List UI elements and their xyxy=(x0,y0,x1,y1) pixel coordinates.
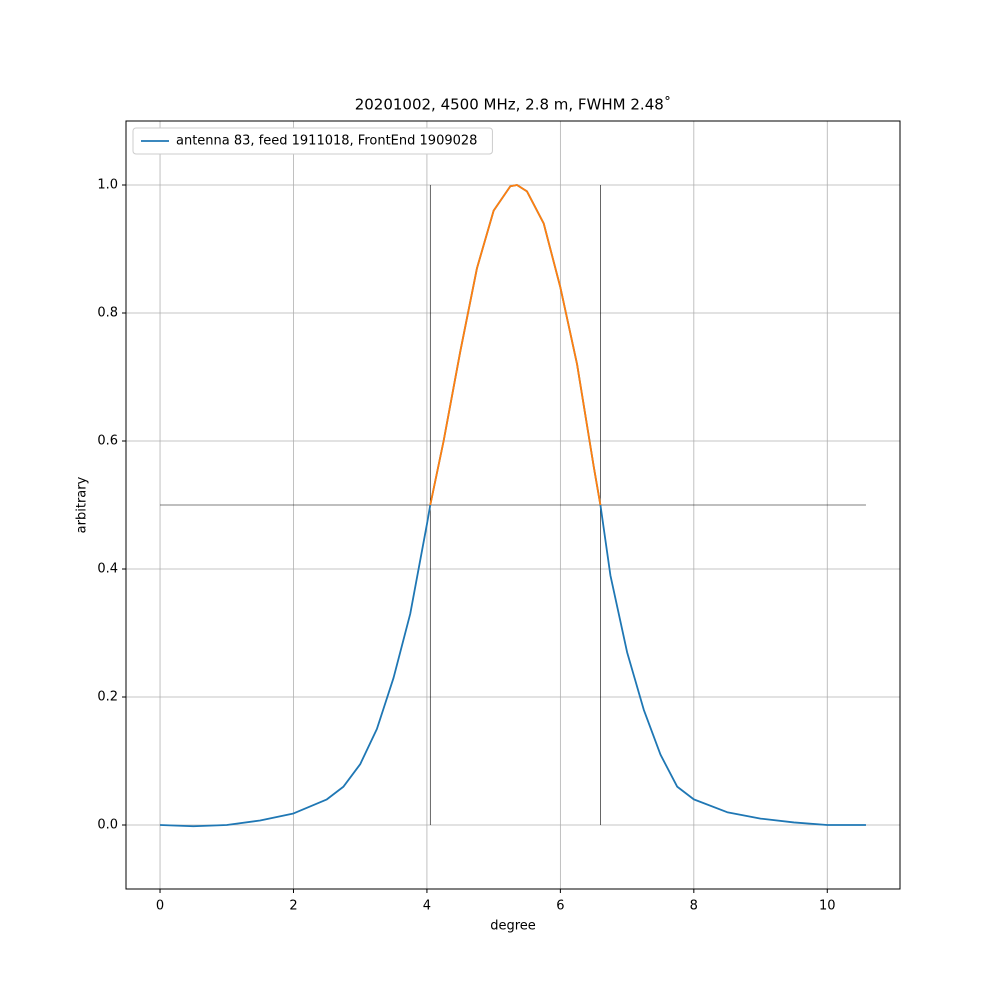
x-axis-label: degree xyxy=(490,919,536,934)
y-tick-label: 1.0 xyxy=(97,178,118,193)
x-tick-label: 6 xyxy=(556,899,564,914)
data-line xyxy=(159,184,866,828)
x-tick-label: 10 xyxy=(819,899,836,914)
y-tick-label: 0.4 xyxy=(97,562,118,577)
x-tick-label: 4 xyxy=(423,899,431,914)
legend xyxy=(132,127,493,155)
y-tick-label: 0.6 xyxy=(97,434,118,449)
x-tick-label: 0 xyxy=(156,899,164,914)
data-line xyxy=(429,184,602,506)
x-tick-label: 2 xyxy=(289,899,297,914)
y-tick-label: 0.8 xyxy=(97,306,118,321)
axes-frame xyxy=(125,120,901,890)
legend-label: antenna 83, feed 1911018, FrontEnd 19090… xyxy=(176,134,477,149)
y-tick-label: 0.2 xyxy=(97,690,118,705)
x-tick-label: 8 xyxy=(690,899,698,914)
y-tick-label: 0.0 xyxy=(97,818,118,833)
chart-title: 20201002, 4500 MHz, 2.8 m, FWHM 2.48˚ xyxy=(355,96,672,114)
y-axis-label: arbitrary xyxy=(75,476,90,533)
